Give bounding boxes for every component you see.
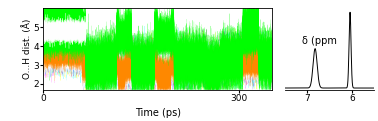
Y-axis label: O...H dist. (Å): O...H dist. (Å) [22,19,32,79]
X-axis label: Time (ps): Time (ps) [135,108,181,118]
Text: δ (ppm: δ (ppm [302,36,337,46]
